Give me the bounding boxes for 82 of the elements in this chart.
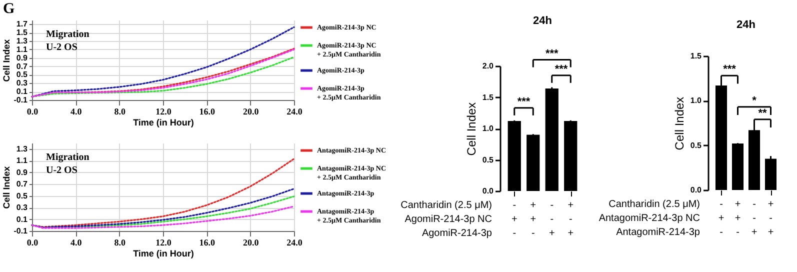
x-tick-label: 12.0 bbox=[156, 238, 172, 248]
y-tick-label: 1.7 bbox=[16, 20, 28, 29]
y-tick-label: -0.1 bbox=[14, 96, 28, 104]
x-tick-label: 20.0 bbox=[242, 106, 260, 116]
text: Cantharidin (2.5 μM) bbox=[608, 199, 700, 210]
chart-title: 24h bbox=[533, 14, 552, 27]
x-tick-label: + - + bbox=[568, 200, 574, 239]
annotation: *** bbox=[554, 63, 568, 76]
x-tick-label: 16.0 bbox=[199, 238, 216, 248]
y-tick-label: 1.1 bbox=[16, 44, 28, 54]
x-tick-label: - + - bbox=[511, 200, 518, 239]
y-tick-label: -0.1 bbox=[14, 226, 28, 236]
annotation: U-2 OS bbox=[46, 42, 78, 53]
y-tick-label: 1.3 bbox=[16, 36, 28, 46]
y-tick-label: 1.3 bbox=[16, 144, 28, 154]
y-tick-label: 1.5 bbox=[16, 28, 28, 38]
y-tick-label: 0.7 bbox=[16, 62, 28, 71]
x-tick-label: + + - bbox=[530, 200, 536, 239]
x-tick-label: + + - bbox=[734, 199, 741, 238]
text: AgomiR-214-3p bbox=[422, 228, 492, 239]
line-series bbox=[31, 188, 295, 228]
text: AntagomiR-214-3p bbox=[616, 227, 700, 238]
y-tick-label: 1.5 bbox=[690, 52, 702, 60]
x-tick-label: + - + bbox=[768, 199, 774, 238]
chart-title: 24h bbox=[736, 19, 756, 31]
y-tick-label: 0.5 bbox=[482, 155, 494, 164]
annotation: *** bbox=[517, 96, 531, 108]
y-axis-title: Cell Index bbox=[672, 96, 686, 150]
y-tick-label: 0.3 bbox=[16, 78, 28, 88]
x-tick-label: 0.0 bbox=[26, 238, 39, 248]
x-tick-label: 24.0 bbox=[286, 106, 303, 116]
y-tick-label: 0.0 bbox=[690, 186, 702, 194]
y-tick-label: 0.5 bbox=[690, 140, 702, 150]
y-axis-title: Cell Index bbox=[2, 39, 12, 82]
annotation: * bbox=[752, 94, 758, 107]
y-axis-title: Cell Index bbox=[464, 102, 478, 156]
x-tick-label: 4.0 bbox=[70, 238, 82, 248]
text: *** bbox=[545, 48, 560, 60]
y-tick-label: 0.5 bbox=[16, 70, 28, 80]
y-tick-label: 1.0 bbox=[690, 96, 702, 106]
y-tick-label: 0.9 bbox=[16, 53, 28, 62]
y-tick-label: 2.0 bbox=[482, 62, 494, 70]
chart-title: G bbox=[3, 1, 15, 17]
y-tick-label: 0.9 bbox=[16, 168, 28, 177]
annotation: ** bbox=[758, 107, 768, 120]
bar bbox=[545, 88, 558, 191]
line-series bbox=[31, 26, 295, 98]
line-series bbox=[31, 206, 295, 229]
y-tick-label: 0.3 bbox=[16, 203, 28, 212]
annotation: *** bbox=[723, 64, 737, 76]
y-tick-label: 0.5 bbox=[16, 191, 28, 200]
bar bbox=[748, 130, 760, 190]
x-tick-label: - + - bbox=[718, 199, 724, 238]
y-tick-label: 0.7 bbox=[16, 180, 28, 189]
x-tick-label: 24.0 bbox=[286, 238, 303, 248]
annotation: Migration bbox=[46, 29, 90, 40]
x-tick-label: 12.0 bbox=[156, 106, 172, 116]
text: Cantharidin (2.5 μM) bbox=[400, 200, 492, 211]
x-tick-label: 4.0 bbox=[70, 106, 82, 116]
annotation: Migration bbox=[46, 152, 90, 163]
x-axis-title: Time (in Hour) bbox=[133, 118, 194, 128]
y-tick-label: 1.5 bbox=[482, 92, 494, 102]
bar bbox=[732, 144, 744, 190]
x-tick-label: 20.0 bbox=[242, 238, 260, 248]
text: AntagomiR-214-3p NC bbox=[598, 213, 700, 224]
x-tick-label: 8.0 bbox=[114, 238, 126, 248]
y-tick-label: 1.1 bbox=[16, 156, 28, 166]
y-axis-title: Cell Index bbox=[2, 166, 12, 209]
annotation: U-2 OS bbox=[46, 165, 78, 176]
x-tick-label: 16.0 bbox=[199, 106, 216, 116]
line-series bbox=[31, 56, 295, 98]
y-tick-label: 0.1 bbox=[16, 87, 28, 96]
x-tick-label: - - + bbox=[548, 200, 555, 239]
bar bbox=[526, 134, 540, 191]
x-tick-label: 0.0 bbox=[26, 106, 39, 116]
y-tick-label: 1.0 bbox=[482, 124, 494, 133]
x-axis-title: Time (in Hour) bbox=[133, 248, 194, 258]
x-tick-label: - - + bbox=[751, 199, 758, 238]
y-tick-label: 0.1 bbox=[16, 214, 28, 224]
y-tick-label: 0.0 bbox=[482, 186, 494, 196]
text: AgomiR-214-3p NC bbox=[404, 214, 492, 225]
x-tick-label: 8.0 bbox=[114, 106, 126, 116]
